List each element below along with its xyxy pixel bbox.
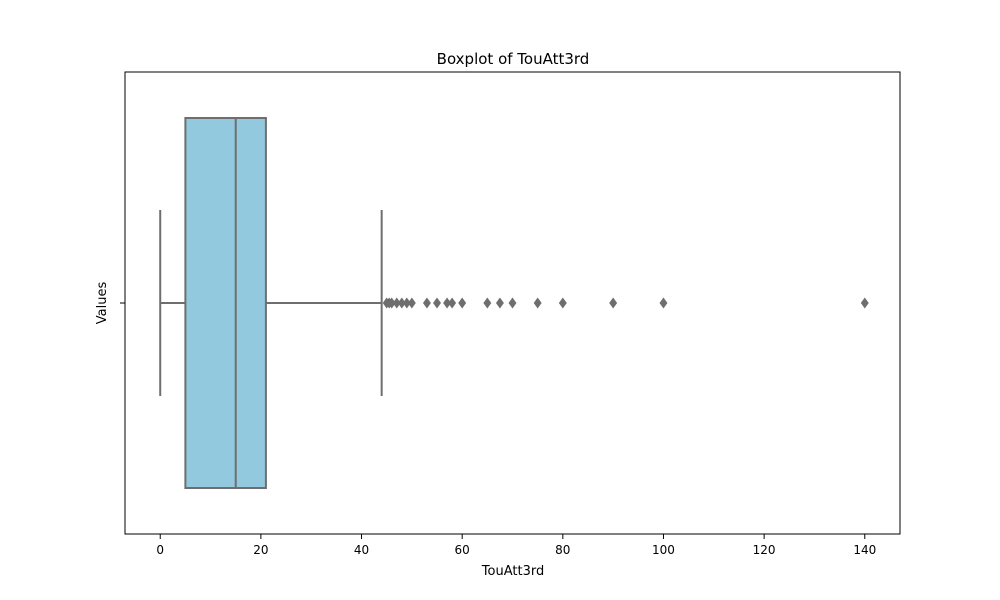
outlier-point bbox=[609, 297, 618, 309]
plot-area bbox=[159, 117, 869, 489]
outlier-point bbox=[533, 297, 542, 309]
x-axis-label: TouAtt3rd bbox=[481, 564, 544, 579]
outlier-point bbox=[659, 297, 668, 309]
x-tick-label: 140 bbox=[853, 543, 876, 557]
outlier-point bbox=[407, 297, 416, 309]
x-tick-label: 100 bbox=[652, 543, 675, 557]
outlier-point bbox=[422, 297, 431, 309]
x-tick-label: 0 bbox=[156, 543, 164, 557]
outlier-point bbox=[483, 297, 492, 309]
x-axis-ticks: 0 20 40 60 80 100 120 140 bbox=[156, 534, 876, 557]
y-axis-label: Values bbox=[95, 282, 110, 325]
x-tick-label: 60 bbox=[455, 543, 470, 557]
chart-title: Boxplot of TouAtt3rd bbox=[437, 50, 590, 68]
outlier-point bbox=[508, 297, 517, 309]
x-tick-label: 20 bbox=[253, 543, 268, 557]
outlier-point bbox=[433, 297, 441, 309]
outlier-point bbox=[495, 297, 504, 309]
iqr-box bbox=[184, 117, 267, 489]
x-tick-label: 120 bbox=[753, 543, 776, 557]
outlier-point bbox=[558, 297, 567, 309]
outlier-point bbox=[448, 297, 457, 309]
x-tick-label: 80 bbox=[555, 543, 570, 557]
x-tick-label: 40 bbox=[354, 543, 369, 557]
outlier-point bbox=[458, 297, 467, 309]
outlier-point bbox=[860, 297, 869, 309]
plot-frame bbox=[124, 71, 901, 535]
